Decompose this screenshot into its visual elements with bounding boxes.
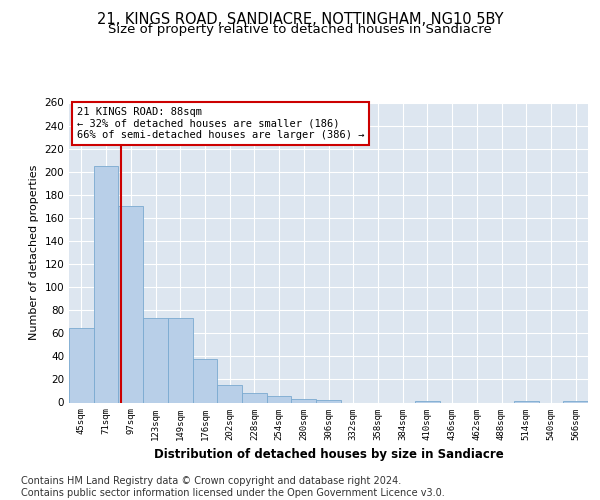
Bar	[118, 206, 143, 402]
Text: 21 KINGS ROAD: 88sqm
← 32% of detached houses are smaller (186)
66% of semi-deta: 21 KINGS ROAD: 88sqm ← 32% of detached h…	[77, 107, 364, 140]
Text: Size of property relative to detached houses in Sandiacre: Size of property relative to detached ho…	[108, 24, 492, 36]
Bar	[316, 400, 341, 402]
X-axis label: Distribution of detached houses by size in Sandiacre: Distribution of detached houses by size …	[154, 448, 503, 461]
Bar	[143, 318, 168, 402]
Bar	[69, 328, 94, 402]
Bar	[292, 399, 316, 402]
Text: 21, KINGS ROAD, SANDIACRE, NOTTINGHAM, NG10 5BY: 21, KINGS ROAD, SANDIACRE, NOTTINGHAM, N…	[97, 12, 503, 28]
Bar	[217, 385, 242, 402]
Bar	[168, 318, 193, 402]
Bar	[94, 166, 118, 402]
Text: Contains HM Land Registry data © Crown copyright and database right 2024.
Contai: Contains HM Land Registry data © Crown c…	[21, 476, 445, 498]
Bar	[193, 358, 217, 403]
Y-axis label: Number of detached properties: Number of detached properties	[29, 165, 39, 340]
Bar	[242, 394, 267, 402]
Bar	[267, 396, 292, 402]
